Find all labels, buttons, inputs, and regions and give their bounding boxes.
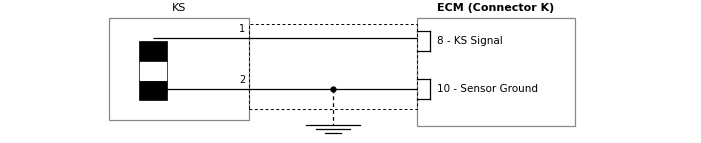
Text: KS: KS (172, 3, 186, 13)
Bar (249, 24, 417, 109)
Text: 1: 1 (239, 24, 245, 34)
Bar (139, 81, 167, 100)
Text: ECM (Connector K): ECM (Connector K) (437, 3, 554, 13)
Bar (139, 61, 167, 81)
Text: 8 - KS Signal: 8 - KS Signal (437, 36, 503, 46)
Text: 2: 2 (239, 75, 245, 85)
Text: 10 - Sensor Ground: 10 - Sensor Ground (437, 84, 538, 94)
Bar (139, 41, 167, 61)
